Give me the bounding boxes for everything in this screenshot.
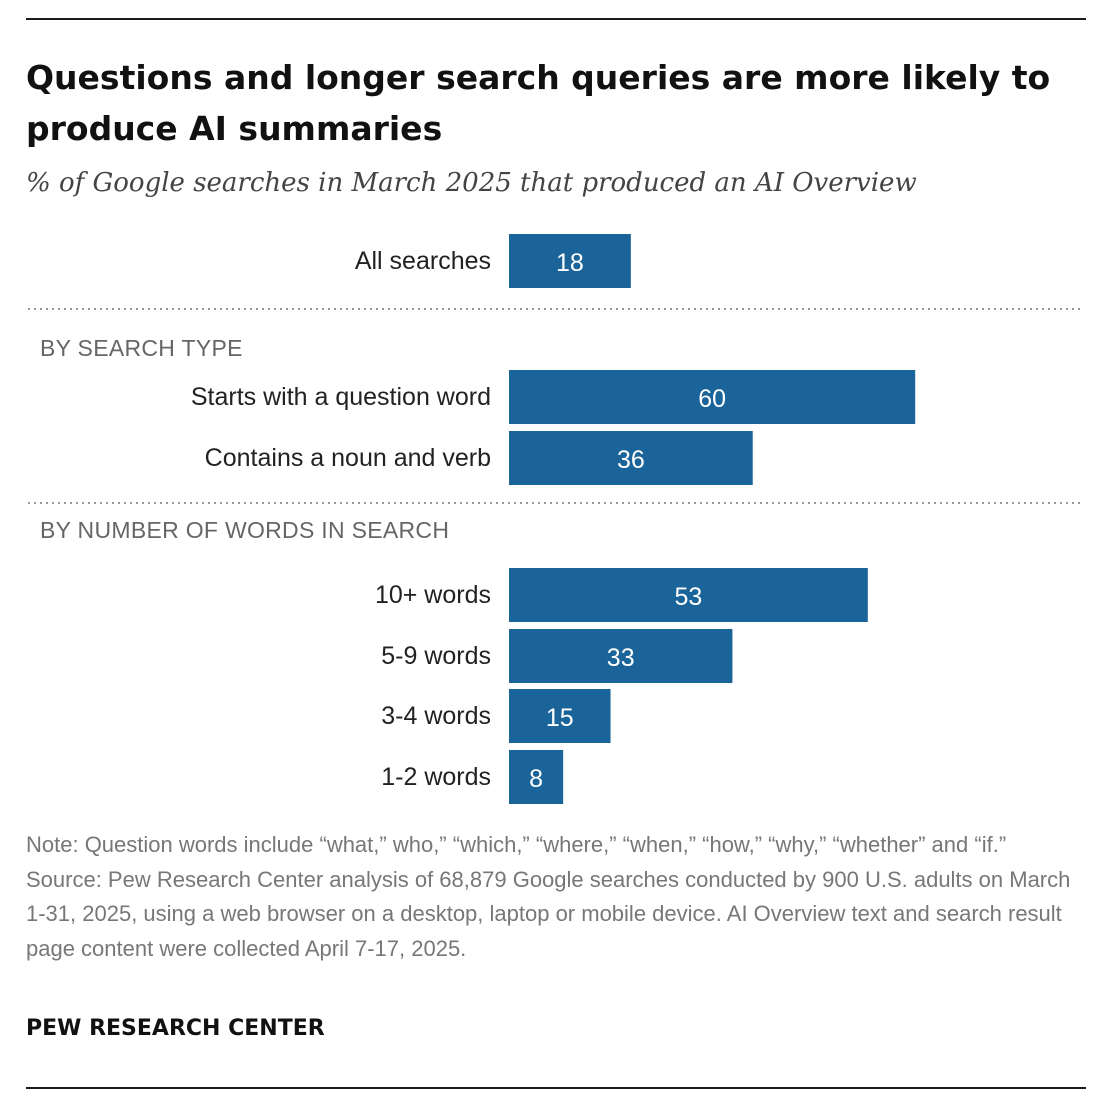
- bar-chart: All searches 18 BY SEARCH TYPE Starts with …: [28, 234, 1084, 804]
- section-label: BY NUMBER OF WORDS IN SEARCH: [40, 517, 449, 543]
- category-label: All searches: [355, 247, 491, 275]
- chart-title: Questions and longer search queries are …: [26, 58, 1051, 148]
- value-label: 60: [698, 385, 726, 413]
- bar: [509, 750, 564, 804]
- value-label: 15: [546, 704, 574, 732]
- category-label: 10+ words: [375, 581, 491, 609]
- bottom-rule: [26, 1087, 1086, 1089]
- category-label: Contains a noun and verb: [205, 444, 491, 472]
- note-text: Note: Question words include “what,” who…: [26, 832, 1007, 857]
- value-label: 8: [529, 765, 543, 793]
- chart-subtitle: % of Google searches in March 2025 that …: [26, 168, 917, 198]
- category-label: 5-9 words: [381, 642, 491, 670]
- top-rule: [26, 18, 1086, 20]
- bar: [509, 431, 753, 485]
- category-label: Starts with a question word: [191, 383, 491, 411]
- category-label: 1-2 words: [381, 763, 491, 791]
- value-label: 18: [556, 249, 584, 277]
- bar: [509, 629, 733, 683]
- value-label: 33: [607, 644, 635, 672]
- source-text: Source: Pew Research Center analysis of …: [26, 866, 1071, 961]
- bar: [509, 689, 611, 743]
- bar: [509, 568, 868, 622]
- notes-block: Note: Question words include “what,” who…: [26, 828, 1086, 966]
- bar: [509, 370, 916, 424]
- organization-credit: PEW RESEARCH CENTER: [26, 1016, 325, 1041]
- bar: [509, 234, 631, 288]
- section-label: BY SEARCH TYPE: [40, 335, 243, 361]
- value-label: 53: [674, 583, 702, 611]
- category-label: 3-4 words: [381, 702, 491, 730]
- value-label: 36: [617, 446, 645, 474]
